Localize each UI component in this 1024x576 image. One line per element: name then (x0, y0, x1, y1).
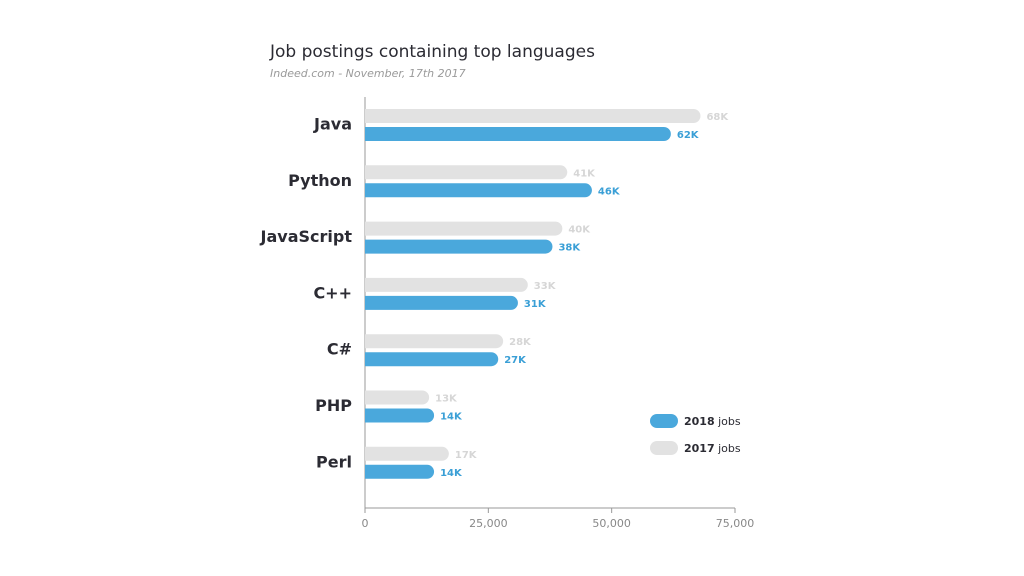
chart-subtitle: Indeed.com - November, 17th 2017 (270, 67, 466, 80)
legend-label-strong: 2018 (684, 415, 715, 428)
bar (365, 165, 568, 180)
value-label: 68K (706, 112, 729, 123)
value-label: 40K (568, 225, 591, 236)
legend-label: 2017 jobs (684, 442, 741, 455)
legend-label-rest: jobs (715, 415, 741, 428)
value-label: 17K (455, 450, 478, 461)
bar (365, 183, 592, 198)
bar (365, 295, 518, 310)
category-label: Java (313, 115, 352, 134)
bar (365, 464, 435, 479)
x-tick-label: 75,000 (716, 517, 755, 530)
legend-swatch (650, 414, 678, 428)
bar (365, 109, 701, 123)
value-label: 13K (435, 394, 458, 405)
category-label: C++ (313, 283, 352, 302)
legend-label: 2018 jobs (684, 415, 741, 428)
value-label: 27K (504, 355, 527, 366)
value-label: 41K (573, 168, 596, 179)
category-label: JavaScript (260, 227, 353, 246)
value-label: 62K (677, 130, 700, 141)
bar (365, 446, 449, 461)
bar (365, 127, 671, 141)
bar (365, 390, 430, 405)
value-label: 33K (534, 281, 557, 292)
bar (365, 221, 563, 236)
x-tick-label: 25,000 (469, 517, 508, 530)
category-label: Python (288, 171, 352, 190)
bar (365, 408, 435, 423)
category-label: PHP (315, 396, 352, 415)
legend-swatch (650, 441, 678, 455)
value-label: 38K (558, 243, 581, 254)
x-tick-label: 50,000 (592, 517, 631, 530)
bar (365, 239, 553, 254)
value-label: 14K (440, 412, 463, 423)
legend-label-strong: 2017 (684, 442, 715, 455)
category-label: C# (327, 340, 352, 359)
x-tick-label: 0 (362, 517, 369, 530)
chart-title: Job postings containing top languages (269, 42, 595, 62)
value-label: 14K (440, 468, 463, 479)
category-label: Perl (316, 452, 352, 471)
value-label: 31K (524, 299, 547, 310)
value-label: 28K (509, 337, 532, 348)
bar (365, 277, 528, 292)
value-label: 46K (598, 186, 621, 197)
bar (365, 352, 499, 367)
legend-label-rest: jobs (715, 442, 741, 455)
bar (365, 334, 504, 349)
